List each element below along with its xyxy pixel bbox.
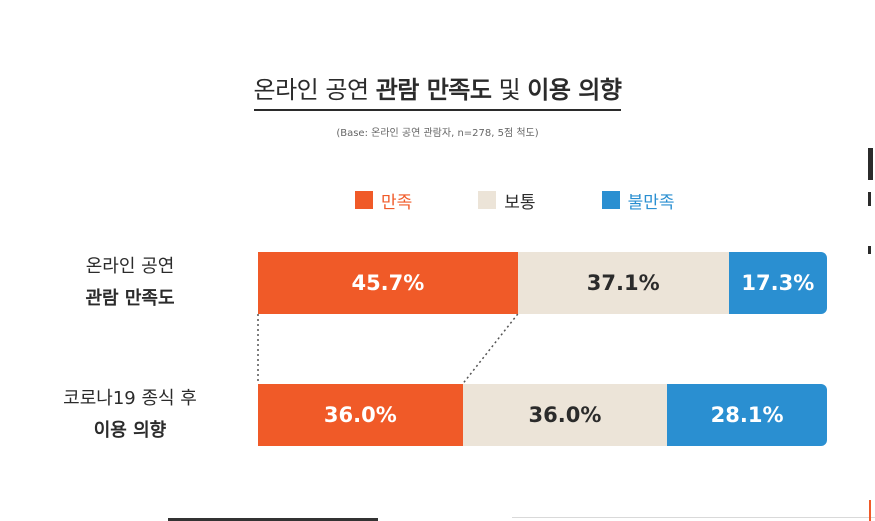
title-part-4: 이용 의향 <box>527 76 622 104</box>
chart-subtitle: (Base: 온라인 공연 관람자, n=278, 5점 척도) <box>336 128 539 139</box>
bar-segment: 28.1% <box>667 384 827 446</box>
legend-label: 만족 <box>381 192 413 213</box>
bar-segment: 45.7% <box>258 252 518 314</box>
right-edge-mark <box>868 148 873 180</box>
category-label-line2: 관람 만족도 <box>85 288 175 309</box>
data-label: 36.0% <box>323 403 397 427</box>
data-label: 36.0% <box>528 403 602 427</box>
bar-segment: 36.0% <box>258 384 463 446</box>
bar-segment: 36.0% <box>462 384 668 446</box>
legend-swatch <box>478 191 497 209</box>
category-label-line2: 이용 의향 <box>93 420 167 441</box>
data-label: 37.1% <box>586 271 660 295</box>
connector-line <box>462 313 519 385</box>
chart-title: 온라인 공연 관람 만족도 및 이용 의향 <box>0 70 875 111</box>
title-part-1: 온라인 공연 <box>253 76 376 104</box>
legend-item: 만족 <box>355 188 412 213</box>
chart-legend: 만족 보통 불만족 <box>355 188 675 213</box>
data-label: 45.7% <box>351 271 425 295</box>
title-part-2: 관람 만족도 <box>375 76 492 104</box>
bottom-edge-rule <box>512 517 875 518</box>
legend-swatch <box>601 191 620 209</box>
bar-segment: 37.1% <box>517 252 729 314</box>
right-edge-mark <box>868 192 871 206</box>
title-part-3: 및 <box>491 76 528 104</box>
bar-segment: 17.3% <box>728 252 827 314</box>
legend-label: 불만족 <box>627 192 675 213</box>
legend-item: 보통 <box>478 188 536 213</box>
stacked-bar: 45.7% 37.1% 17.3% <box>258 252 827 314</box>
bottom-edge-text-fragment <box>168 518 378 521</box>
right-edge-mark <box>868 246 871 254</box>
data-label: 17.3% <box>741 271 815 295</box>
category-label-line1: 온라인 공연 <box>85 256 175 277</box>
legend-label: 보통 <box>504 192 536 213</box>
bottom-edge-accent <box>869 500 871 521</box>
stacked-bar: 36.0% 36.0% 28.1% <box>258 384 827 446</box>
legend-swatch <box>355 191 373 209</box>
legend-item: 불만족 <box>601 188 675 213</box>
category-label-line1: 코로나19 종식 후 <box>63 388 197 409</box>
data-label: 28.1% <box>710 403 784 427</box>
